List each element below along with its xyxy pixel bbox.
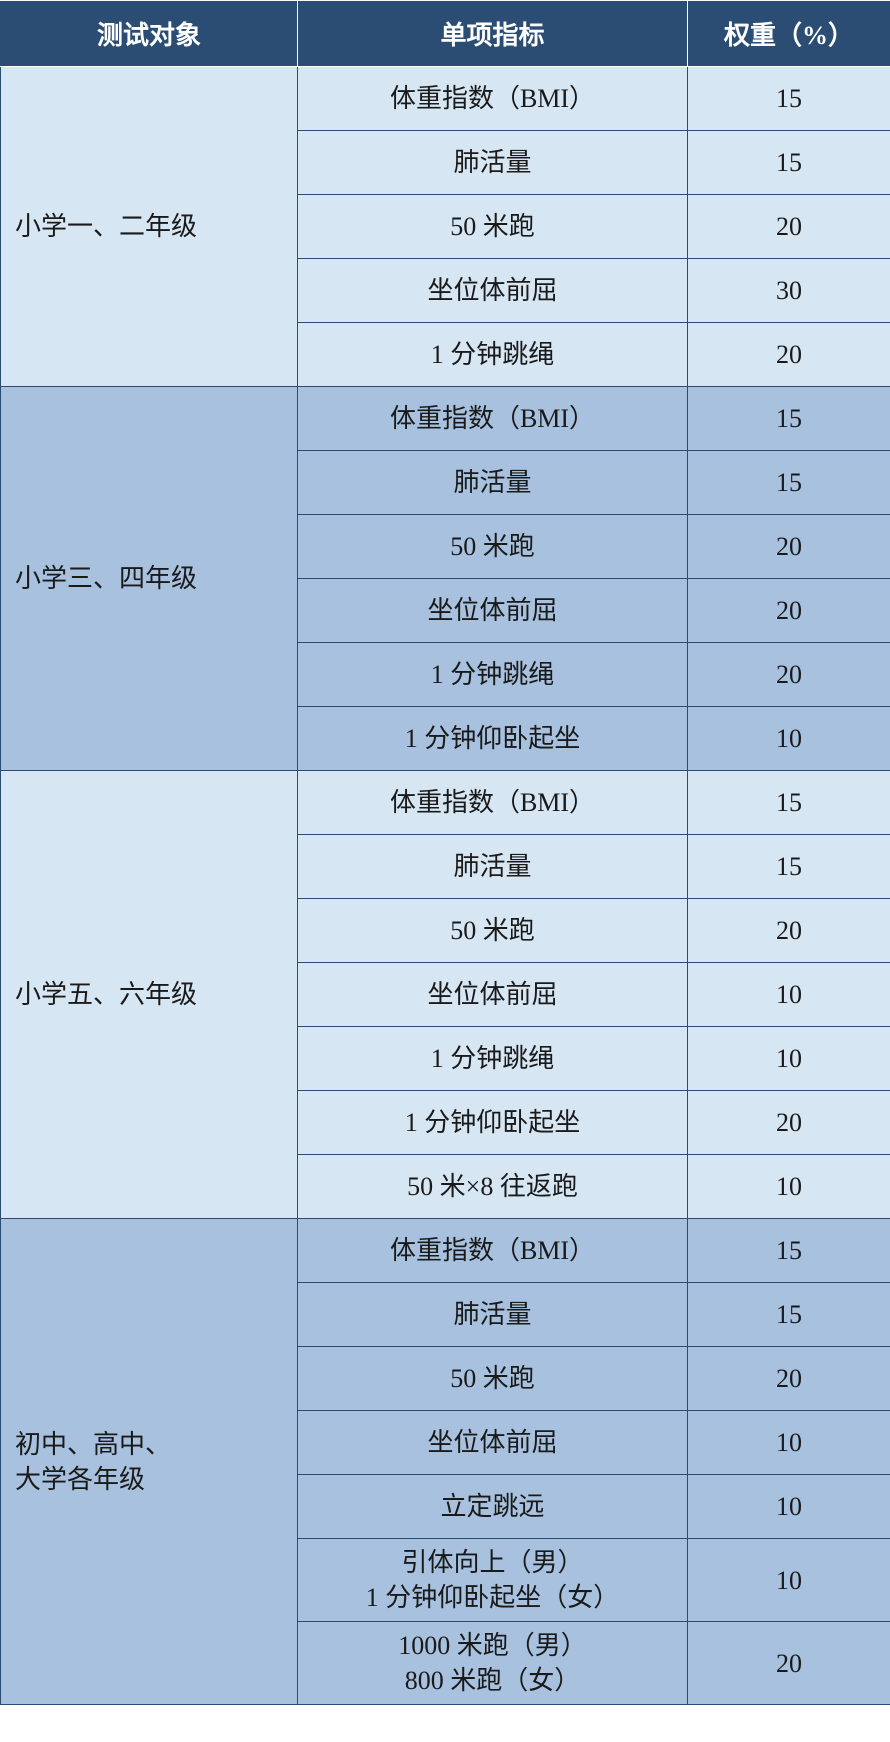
metric-cell: 坐位体前屈 [298,579,688,643]
metric-cell: 1000 米跑（男）800 米跑（女） [298,1622,688,1705]
table-row: 小学三、四年级体重指数（BMI）15 [1,387,890,451]
group-label: 小学五、六年级 [1,771,298,1219]
weight-cell: 10 [688,707,890,771]
table-row: 小学一、二年级体重指数（BMI）15 [1,67,890,131]
col-header-metric: 单项指标 [298,1,688,67]
weight-cell: 15 [688,451,890,515]
weight-cell: 10 [688,1027,890,1091]
metric-cell: 坐位体前屈 [298,259,688,323]
col-header-subject: 测试对象 [1,1,298,67]
col-header-weight: 权重（%） [688,1,890,67]
weight-cell: 15 [688,1283,890,1347]
table-row: 小学五、六年级体重指数（BMI）15 [1,771,890,835]
weight-cell: 10 [688,1411,890,1475]
weight-cell: 20 [688,1091,890,1155]
table-body: 小学一、二年级体重指数（BMI）15肺活量1550 米跑20坐位体前屈301 分… [1,67,890,1705]
weight-cell: 10 [688,1475,890,1539]
metric-cell: 坐位体前屈 [298,1411,688,1475]
group-label: 小学三、四年级 [1,387,298,771]
metric-cell: 1 分钟跳绳 [298,1027,688,1091]
metric-cell: 引体向上（男）1 分钟仰卧起坐（女） [298,1539,688,1622]
metric-cell: 50 米跑 [298,899,688,963]
weight-cell: 20 [688,195,890,259]
weight-cell: 20 [688,579,890,643]
weight-cell: 20 [688,515,890,579]
metric-cell: 肺活量 [298,1283,688,1347]
weight-cell: 15 [688,835,890,899]
weight-cell: 30 [688,259,890,323]
weight-cell: 10 [688,1155,890,1219]
metric-cell: 50 米跑 [298,1347,688,1411]
weight-cell: 15 [688,771,890,835]
metric-cell: 立定跳远 [298,1475,688,1539]
weight-cell: 15 [688,131,890,195]
weight-cell: 20 [688,1622,890,1705]
metric-cell: 1 分钟跳绳 [298,643,688,707]
metric-cell: 坐位体前屈 [298,963,688,1027]
metric-cell: 体重指数（BMI） [298,1219,688,1283]
metric-cell: 肺活量 [298,451,688,515]
metric-cell: 体重指数（BMI） [298,771,688,835]
weight-cell: 20 [688,899,890,963]
weight-cell: 20 [688,323,890,387]
metric-cell: 50 米跑 [298,515,688,579]
group-label: 初中、高中、大学各年级 [1,1219,298,1705]
weight-cell: 20 [688,643,890,707]
metric-cell: 1 分钟仰卧起坐 [298,1091,688,1155]
weight-cell: 10 [688,1539,890,1622]
metric-cell: 体重指数（BMI） [298,387,688,451]
weight-cell: 15 [688,387,890,451]
metric-cell: 肺活量 [298,835,688,899]
metric-cell: 肺活量 [298,131,688,195]
metric-cell: 50 米×8 往返跑 [298,1155,688,1219]
weight-cell: 10 [688,963,890,1027]
metric-cell: 1 分钟跳绳 [298,323,688,387]
fitness-standards-table: 测试对象 单项指标 权重（%） 小学一、二年级体重指数（BMI）15肺活量155… [0,0,890,1705]
table-row: 初中、高中、大学各年级体重指数（BMI）15 [1,1219,890,1283]
weight-cell: 15 [688,1219,890,1283]
group-label: 小学一、二年级 [1,67,298,387]
weight-cell: 15 [688,67,890,131]
metric-cell: 体重指数（BMI） [298,67,688,131]
metric-cell: 1 分钟仰卧起坐 [298,707,688,771]
table-header-row: 测试对象 单项指标 权重（%） [1,1,890,67]
weight-cell: 20 [688,1347,890,1411]
metric-cell: 50 米跑 [298,195,688,259]
